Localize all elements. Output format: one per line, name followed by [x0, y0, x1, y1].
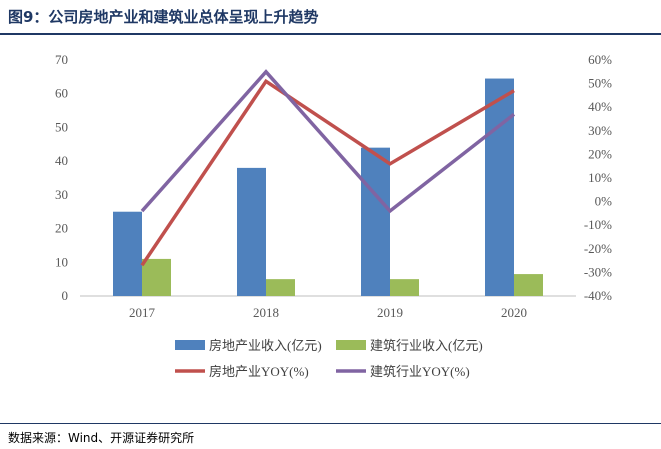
y-right-tick-label: 60%: [588, 52, 612, 67]
line-construction-yoy: [140, 69, 516, 214]
y-right-tick-label: -10%: [584, 217, 612, 232]
y-left-tick-label: 10: [55, 254, 68, 269]
y-left-tick-label: 30: [55, 187, 68, 202]
bar-construction: [142, 258, 171, 296]
y-right-tick-label: -40%: [584, 288, 612, 303]
y-left-tick-label: 70: [55, 52, 68, 67]
y-left-tick-label: 20: [55, 221, 68, 236]
y-left-tick-label: 50: [55, 119, 68, 134]
y-right-tick-label: 40%: [588, 99, 612, 114]
legend-swatch: [175, 340, 205, 350]
legend-label: 房地产业YOY(%): [209, 364, 309, 379]
x-tick-label: 2020: [501, 305, 527, 320]
legend-label: 建筑行业收入(亿元): [370, 338, 483, 353]
y-right-tick-label: 0%: [595, 194, 613, 209]
y-right-tick-label: 50%: [588, 76, 612, 91]
bar-construction: [514, 274, 543, 296]
bar-real-estate: [113, 211, 142, 296]
y-right-tick-label: -20%: [584, 241, 612, 256]
bar-construction: [266, 279, 295, 296]
bar-real-estate: [237, 167, 266, 296]
x-tick-label: 2018: [253, 305, 279, 320]
y-right-tick-label: 10%: [588, 170, 612, 185]
line-real-estate-yoy: [140, 78, 515, 267]
legend-label: 房地产业收入(亿元): [209, 338, 322, 353]
y-left-tick-label: 60: [55, 86, 68, 101]
x-tick-label: 2019: [377, 305, 403, 320]
bar-real-estate: [361, 147, 390, 296]
bar-real-estate: [485, 78, 514, 297]
x-tick-label: 2017: [129, 305, 156, 320]
figure-title: 图9：公司房地产业和建筑业总体呈现上升趋势: [8, 8, 319, 26]
y-right-tick-label: 30%: [588, 123, 612, 138]
legend-swatch: [336, 340, 366, 350]
source-note: 数据来源：Wind、开源证券研究所: [8, 431, 195, 445]
y-right-tick-label: 20%: [588, 146, 612, 161]
combo-chart: 0 10 20 30 40 50 60 70 -40% -30% -20% -10% 0% 10% 20% 3…: [55, 52, 613, 379]
y-left-tick-label: 0: [62, 288, 69, 303]
title-rule: [0, 33, 661, 35]
bar-construction: [390, 279, 419, 296]
legend-label: 建筑行业YOY(%): [370, 364, 470, 379]
y-left-tick-label: 40: [55, 153, 68, 168]
footer-rule: [0, 423, 661, 424]
y-right-tick-label: -30%: [584, 264, 612, 279]
